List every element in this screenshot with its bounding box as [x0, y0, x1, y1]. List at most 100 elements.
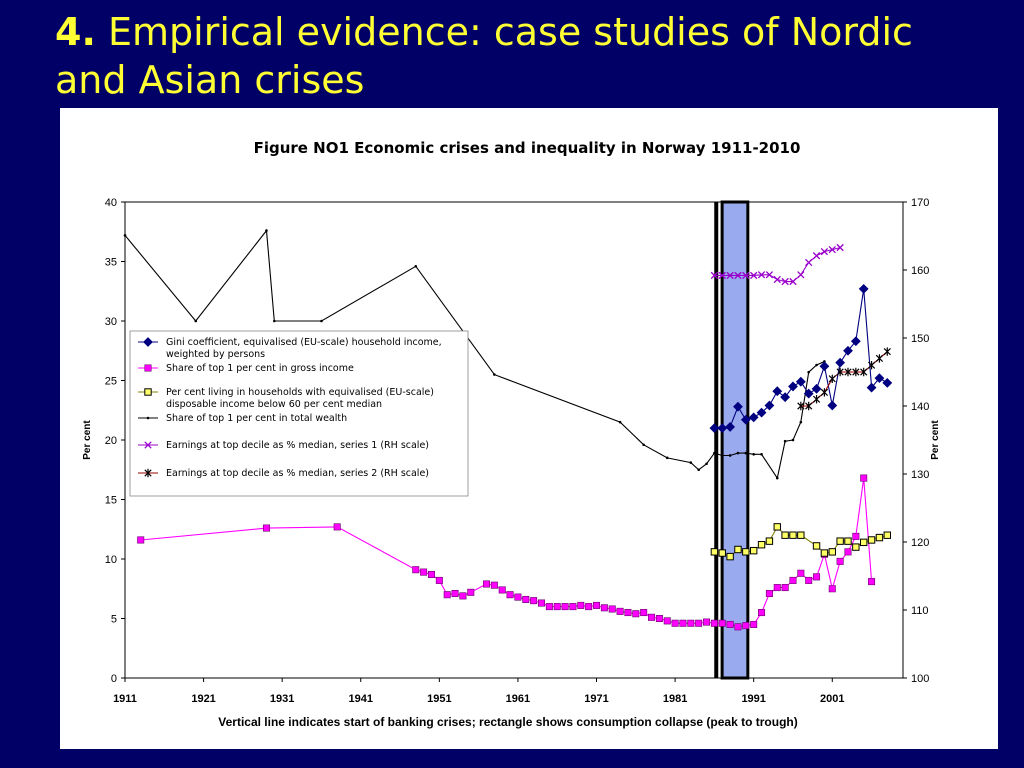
data-point	[750, 620, 758, 628]
data-point	[648, 613, 656, 621]
data-point	[812, 542, 821, 550]
legend-entry: Share of top 1 per cent in gross income	[138, 363, 354, 374]
y-right-tick-label: 160	[911, 265, 929, 277]
legend-entry: Gini coefficient, equivalised (EU-scale)…	[138, 337, 442, 360]
data-point	[775, 476, 779, 480]
data-point	[144, 441, 152, 449]
data-point	[789, 576, 797, 584]
y-right-tick-label: 110	[911, 605, 929, 617]
data-point	[713, 451, 716, 455]
data-point	[844, 537, 852, 545]
data-point	[836, 537, 844, 545]
data-point	[194, 319, 198, 323]
data-point	[482, 580, 490, 588]
data-point	[710, 548, 719, 556]
data-point	[812, 395, 821, 404]
data-point	[585, 603, 593, 611]
series-5	[797, 347, 891, 411]
data-point	[852, 543, 860, 551]
series-1	[137, 474, 876, 631]
data-point	[783, 439, 787, 443]
data-point	[493, 373, 496, 376]
data-point	[850, 336, 861, 347]
data-point	[781, 531, 789, 539]
data-point	[490, 581, 498, 589]
data-point	[748, 412, 759, 423]
data-point	[640, 609, 648, 617]
data-point	[427, 570, 435, 578]
data-point	[773, 523, 781, 531]
x-tick-label: 1961	[506, 693, 530, 705]
data-point	[538, 599, 546, 607]
x-tick-label: 1941	[349, 693, 373, 705]
data-point	[655, 614, 663, 622]
series-line	[800, 351, 888, 407]
data-point	[882, 377, 893, 388]
data-point	[765, 537, 774, 545]
series-4	[710, 243, 844, 286]
data-point	[803, 388, 814, 399]
data-point	[757, 541, 766, 549]
data-point	[797, 271, 805, 279]
data-point	[836, 557, 844, 565]
legend-label-line: disposable income below 60 per cent medi…	[166, 399, 382, 410]
y-left-tick-label: 25	[105, 376, 117, 388]
data-point	[720, 454, 724, 457]
y-left-tick-label: 10	[105, 554, 117, 566]
data-point	[773, 275, 781, 284]
legend-label-line: Gini coefficient, equivalised (EU-scale)…	[166, 337, 442, 348]
data-point	[522, 595, 530, 603]
legend-label: Earnings at top decile as % median, seri…	[166, 440, 429, 451]
y-left-tick-label: 15	[105, 495, 117, 507]
data-point	[642, 443, 645, 447]
data-point	[569, 603, 577, 611]
data-point	[781, 584, 789, 592]
data-point	[760, 452, 763, 456]
x-tick-label: 1931	[270, 693, 294, 705]
data-point	[144, 388, 152, 396]
data-point	[467, 588, 475, 596]
data-point	[553, 603, 561, 611]
data-point	[265, 229, 268, 232]
data-point	[820, 247, 829, 256]
data-point	[874, 373, 885, 384]
data-point	[420, 568, 428, 576]
data-point	[695, 619, 703, 627]
data-point	[618, 420, 622, 424]
data-point	[868, 578, 876, 586]
data-point	[860, 367, 868, 377]
y-left-tick-label: 20	[105, 435, 117, 447]
data-point	[828, 245, 836, 254]
data-point	[414, 264, 418, 268]
data-point	[866, 382, 877, 393]
x-tick-label: 1951	[427, 693, 451, 705]
y-right-tick-label: 140	[911, 401, 929, 413]
data-point	[795, 376, 806, 387]
series-3	[123, 229, 826, 480]
y-left-tick-label: 30	[105, 316, 117, 328]
data-point	[813, 573, 821, 581]
series-0	[709, 283, 893, 434]
data-point	[333, 523, 341, 531]
legend-label-line: Per cent living in households with equiv…	[166, 387, 434, 398]
legend-box	[129, 330, 469, 497]
data-point	[844, 548, 852, 556]
data-point	[703, 618, 711, 626]
data-point	[752, 452, 755, 456]
data-point	[740, 414, 751, 425]
data-point	[757, 271, 766, 279]
data-point	[828, 548, 836, 556]
data-point	[815, 363, 818, 367]
data-point	[844, 367, 852, 377]
data-point	[577, 601, 585, 609]
data-point	[697, 468, 700, 472]
data-point	[144, 468, 152, 478]
data-point	[765, 271, 774, 279]
data-point	[883, 531, 891, 539]
y-left-tick-label: 0	[111, 673, 117, 685]
data-point	[687, 619, 695, 627]
data-point	[750, 271, 758, 280]
legend-label: Share of top 1 per cent in total wealth	[166, 413, 347, 424]
data-point	[819, 361, 830, 372]
legend-label: Gini coefficient, equivalised (EU-scale)…	[166, 337, 442, 360]
